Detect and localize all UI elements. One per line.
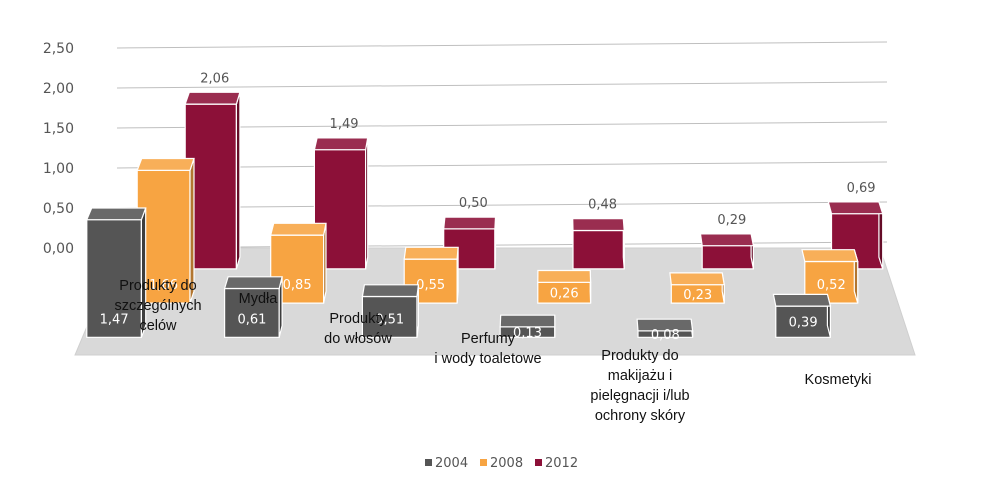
bar-2012-3: 0,48	[572, 198, 625, 270]
legend-swatch	[535, 459, 542, 466]
bar-value-label: 0,61	[237, 312, 266, 327]
bar-value-label: 0,52	[817, 278, 846, 293]
bar-2012-4: 0,29	[699, 213, 755, 270]
bar-2012-1: 1,49	[313, 117, 369, 270]
bar-value-label: 0,08	[651, 328, 680, 343]
bar-2004-1: 0,61	[223, 276, 283, 338]
y-tick-label: 2,00	[43, 81, 74, 97]
bar-value-label: 1,47	[100, 312, 129, 327]
bar-value-label: 2,06	[200, 71, 229, 86]
bar-value-label: 0,29	[717, 213, 746, 228]
bar-value-label: 1,66	[149, 278, 178, 293]
legend-item-2012: 2012	[535, 456, 578, 471]
legend-label: 2008	[490, 456, 523, 471]
bar-value-label: 0,85	[283, 278, 312, 293]
bar-2008-3: 0,26	[537, 269, 592, 304]
bar-2004-0: 1,47	[85, 207, 147, 338]
y-axis-ticks: 0,00 0,50 1,00 1,50 2,00 2,50	[43, 41, 74, 257]
chart-gridlines	[116, 41, 888, 249]
legend-swatch	[425, 459, 432, 466]
bar-2008-1: 0,85	[269, 222, 327, 304]
gridline	[116, 121, 888, 129]
category-label: Mydła	[239, 291, 279, 307]
bar-2004-2: 0,51	[361, 284, 420, 338]
gridline	[116, 201, 888, 209]
category-label: Produkty do szczególnych celów	[114, 278, 201, 334]
bar-2004-5: 0,39	[772, 293, 832, 338]
bar-value-label: 0,26	[550, 287, 579, 302]
legend-label: 2012	[545, 456, 578, 471]
bar-value-label: 0,69	[847, 181, 876, 196]
bar-2008-4: 0,23	[669, 272, 725, 304]
bar-value-label: 1,49	[330, 117, 359, 132]
category-label: Produkty do makijażu i pielęgnacji i/lub oc…	[590, 348, 689, 424]
y-tick-label: 0,00	[43, 241, 74, 257]
y-tick-label: 2,50	[43, 41, 74, 57]
category-label: Produkty do włosów	[324, 311, 392, 347]
bar-2008-0: 1,66	[136, 157, 195, 304]
category-label: Perfumy i wody toaletowe	[434, 331, 541, 367]
gridline	[116, 41, 888, 49]
category-labels: Produkty do szczególnych celów Mydła Produkt…	[114, 278, 871, 424]
bar-value-label: 0,13	[513, 326, 542, 341]
chart-bars: 2,06 1,49 0,50 0,48 0,29 0,69 1,66 0,85 0,55 0,26…	[85, 71, 884, 343]
legend-label: 2004	[435, 456, 468, 471]
bar-value-label: 0,55	[416, 278, 445, 293]
bar-value-label: 0,51	[375, 312, 404, 327]
bar-value-label: 0,23	[683, 288, 712, 303]
bar-value-label: 0,50	[459, 196, 488, 211]
y-tick-label: 1,00	[43, 161, 74, 177]
legend-item-2004: 2004	[425, 456, 468, 471]
legend-swatch	[480, 459, 487, 466]
y-tick-label: 1,50	[43, 121, 74, 137]
bar-value-label: 0,39	[789, 316, 818, 331]
category-label: Kosmetyki	[805, 372, 872, 388]
chart-legend: 2004 2008 2012	[425, 456, 578, 471]
gridline	[116, 81, 888, 89]
bar-2004-3: 0,13	[499, 314, 556, 341]
bar-2008-5: 0,52	[801, 249, 859, 304]
legend-item-2008: 2008	[480, 456, 523, 471]
bar-value-label: 0,48	[588, 198, 617, 213]
y-tick-label: 0,50	[43, 201, 74, 217]
gridline	[116, 161, 888, 169]
bar-2004-4: 0,08	[636, 318, 694, 343]
gridline	[116, 241, 888, 249]
